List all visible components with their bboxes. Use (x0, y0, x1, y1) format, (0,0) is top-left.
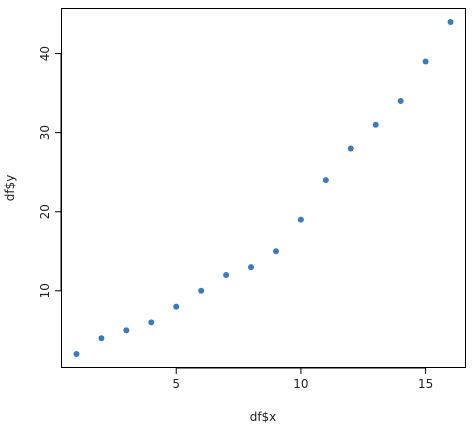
data-point (422, 58, 429, 65)
data-point (223, 271, 230, 278)
data-point (98, 335, 105, 342)
x-tick-label: 5 (172, 377, 180, 391)
data-point (248, 264, 255, 271)
plot-area-border (61, 8, 466, 368)
y-axis: 10 20 30 40 (38, 46, 62, 298)
y-tick-label: 30 (38, 125, 52, 140)
y-tick-label: 40 (38, 46, 52, 61)
data-point (272, 248, 279, 255)
data-point (322, 177, 329, 184)
data-point (173, 303, 180, 310)
y-tick-label: 10 (38, 283, 52, 298)
x-tick-label: 10 (293, 377, 308, 391)
data-point (198, 287, 205, 294)
x-tick-label: 15 (418, 377, 433, 391)
y-axis-title: df$y (3, 175, 17, 202)
data-point (397, 98, 404, 105)
x-axis: 5 10 15 (172, 367, 433, 391)
y-tick-label: 20 (38, 204, 52, 219)
data-point (447, 18, 454, 25)
data-point (73, 351, 80, 358)
x-axis-title: df$x (250, 410, 277, 424)
data-point (372, 121, 379, 128)
data-point (123, 327, 130, 334)
data-points (73, 18, 454, 358)
data-point (148, 319, 155, 326)
data-point (347, 145, 354, 152)
data-point (297, 216, 304, 223)
